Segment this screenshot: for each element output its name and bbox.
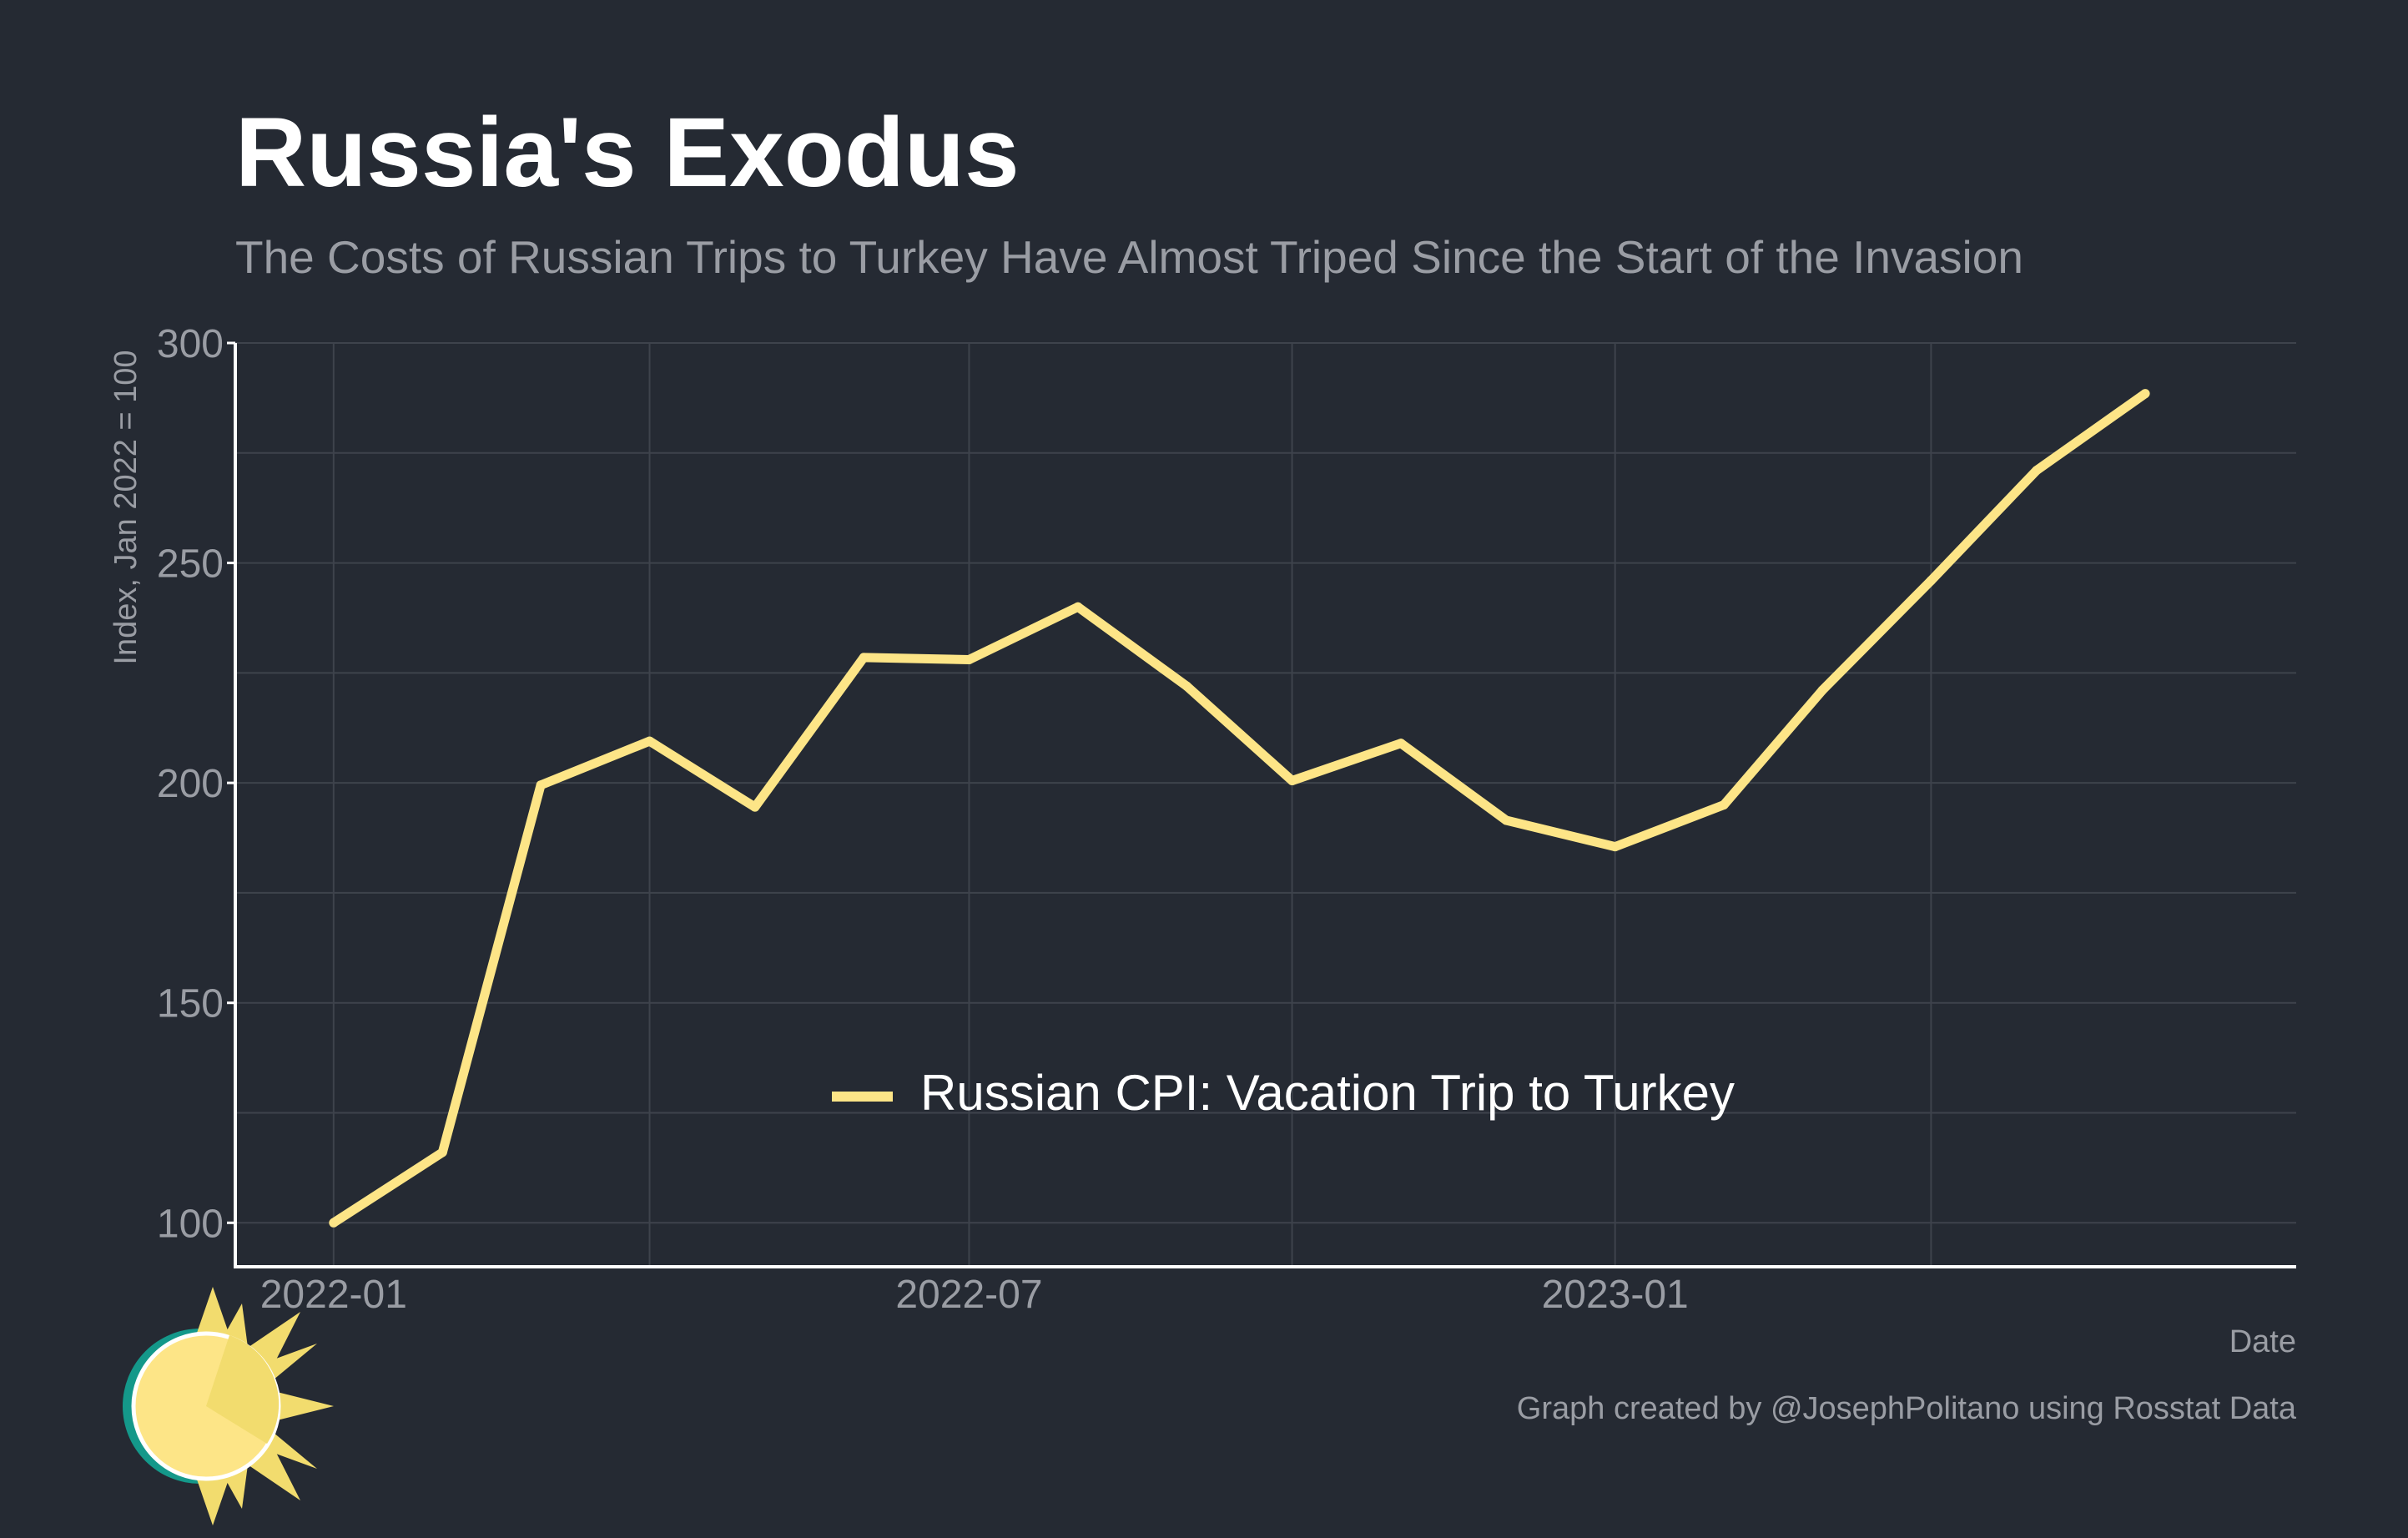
chart-title: Russia's Exodus: [235, 98, 1020, 208]
y-tick-label: 150: [157, 982, 224, 1026]
series-line: [330, 390, 2149, 1227]
series-layer: [329, 389, 2150, 1228]
data-point: [1926, 576, 1936, 586]
data-point: [859, 653, 869, 663]
x-tick-label: 2022-07: [895, 1273, 1042, 1317]
legend-label: Russian CPI: Vacation Trip to Turkey: [920, 1065, 1735, 1121]
y-tick-label: 250: [157, 542, 224, 587]
data-point: [1181, 681, 1191, 691]
grid-lines: [235, 342, 2296, 1267]
data-point: [1501, 815, 1511, 825]
chart-subtitle: The Costs of Russian Trips to Turkey Hav…: [235, 231, 2023, 283]
data-point: [1817, 685, 1827, 695]
data-point: [329, 1218, 339, 1228]
chart-caption: Graph created by @JosephPolitano using R…: [1517, 1391, 2297, 1426]
tick-labels: 100 150 200 250 300 2022-01 2022-07 2023-01: [157, 322, 1689, 1317]
data-point: [1719, 800, 1729, 809]
y-tick-label: 200: [157, 762, 224, 806]
data-point: [1610, 842, 1620, 852]
data-point: [1287, 776, 1297, 785]
legend: Russian CPI: Vacation Trip to Turkey: [832, 1065, 1735, 1121]
sun-logo-icon: [123, 1287, 334, 1525]
data-point: [750, 802, 760, 812]
data-point: [2032, 466, 2042, 476]
data-point: [2140, 389, 2150, 399]
data-point: [437, 1147, 447, 1157]
data-point: [1396, 739, 1406, 749]
x-tick-label: 2022-01: [260, 1273, 407, 1317]
axes: [227, 341, 2296, 1268]
data-point: [1073, 602, 1083, 612]
data-point: [964, 655, 974, 664]
x-axis-label: Date: [2229, 1324, 2296, 1359]
data-point: [645, 736, 654, 746]
y-tick-label: 100: [157, 1202, 224, 1246]
y-axis-label: Index, Jan 2022 = 100: [108, 350, 144, 664]
data-point: [536, 780, 546, 790]
y-tick-label: 300: [157, 322, 224, 366]
x-tick-label: 2023-01: [1542, 1273, 1689, 1317]
